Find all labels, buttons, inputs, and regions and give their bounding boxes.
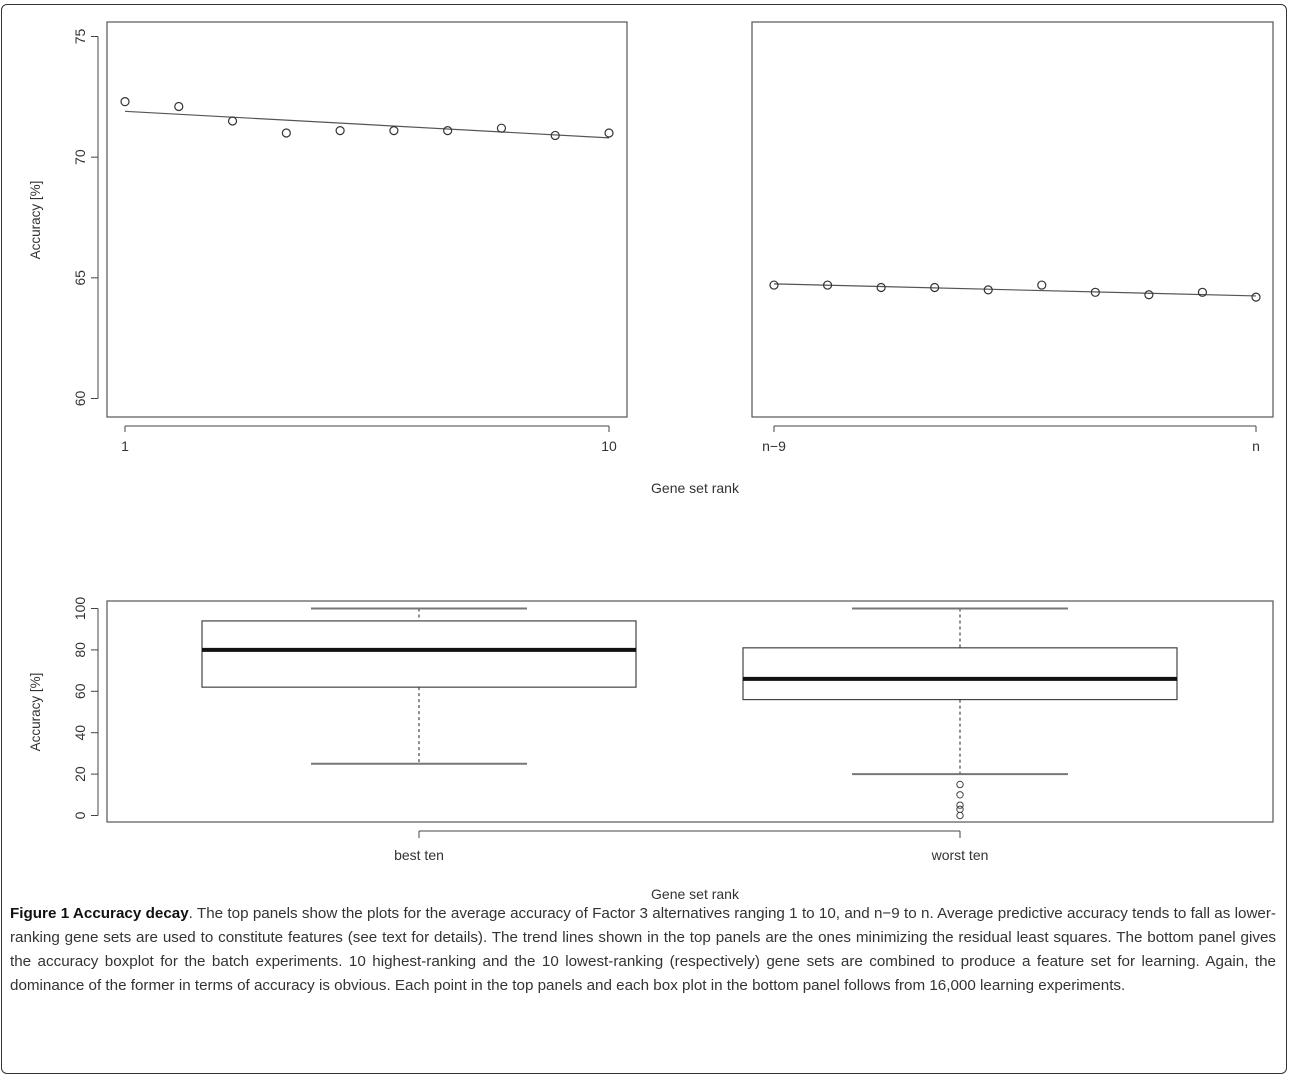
p3-x-tick-label: worst ten (931, 847, 989, 863)
box-outlier (956, 801, 964, 809)
p2-data-point (930, 282, 940, 293)
p1-data-point (174, 101, 184, 112)
p2-data-point (1144, 290, 1154, 300)
box-iqr (201, 620, 637, 688)
p2-data-point (983, 285, 993, 295)
panel-bottom-marks (201, 607, 1178, 820)
p2-data-point (1037, 280, 1047, 290)
box-iqr (742, 647, 1178, 701)
figure-svg: 60 65 70 75 1 10 Accuracy [%] n−9 n Gene set … (28, 21, 1274, 900)
top-x-axis-label: Gene set rank (651, 480, 740, 496)
p2-x-tick-label: n (1252, 438, 1260, 454)
p1-data-point (281, 128, 291, 138)
p1-data-point (443, 126, 453, 136)
p3-y-tick-label: 40 (72, 725, 88, 741)
box-outlier (956, 780, 964, 789)
panel-bottom-y-axis-label: Accuracy [%] (28, 673, 43, 752)
box-outlier (956, 791, 964, 799)
p2-trend-line (773, 283, 1257, 297)
p1-data-point (227, 116, 238, 126)
caption-text: . The top panels show the plots for the … (10, 905, 1276, 994)
p1-data-point (550, 130, 560, 141)
panel-top-left-frame (106, 21, 628, 418)
p1-x-tick-label: 10 (601, 438, 617, 454)
p1-data-point (120, 97, 130, 107)
p1-y-tick-label: 60 (72, 391, 88, 407)
panel-top-left-y-axis: 60 65 70 75 (72, 29, 99, 407)
p3-y-tick-label: 100 (72, 597, 88, 621)
p1-y-tick-label: 75 (72, 29, 88, 45)
p2-data-point (1197, 287, 1208, 297)
p1-data-point (604, 128, 614, 138)
panel-top-left-x-axis: 1 10 (121, 425, 617, 454)
panel-bottom-y-axis: 0 20 40 60 80 100 (72, 597, 99, 819)
panel-bottom-x-axis-label: Gene set rank (651, 886, 740, 900)
p3-y-tick-label: 80 (72, 642, 88, 658)
panel-bottom-boxplot: 0 20 40 60 80 100 best ten worst ten Accuracy … (28, 597, 1274, 900)
p2-data-point (876, 282, 886, 293)
p3-y-tick-label: 0 (72, 811, 88, 819)
panel-top-left: 60 65 70 75 1 10 Accuracy [%] (28, 21, 628, 454)
p1-trend-line (124, 110, 610, 139)
p1-data-point (335, 126, 345, 136)
box-outlier (956, 805, 964, 813)
p2-data-point (769, 280, 779, 290)
p1-y-tick-label: 70 (72, 149, 88, 165)
panel-top-right: n−9 n (751, 21, 1274, 454)
p1-y-tick-label: 65 (72, 270, 88, 286)
p1-data-point (496, 123, 507, 133)
p3-y-tick-label: 20 (72, 766, 88, 782)
figure-caption: Figure 1 Accuracy decay. The top panels … (10, 902, 1276, 998)
panel-bottom-frame (106, 600, 1274, 823)
figure-frame (1, 4, 1287, 1074)
panel-top-left-marks (120, 97, 614, 141)
p3-y-tick-label: 60 (72, 683, 88, 699)
p2-data-point (822, 280, 833, 290)
p1-x-tick-label: 1 (121, 438, 129, 454)
panel-top-left-y-axis-label: Accuracy [%] (28, 181, 43, 260)
p1-data-point (389, 126, 399, 136)
panel-bottom-x-axis: best ten worst ten (394, 830, 989, 863)
p2-data-point (1251, 292, 1261, 302)
p2-data-point (1090, 287, 1100, 297)
panel-top-right-marks (769, 280, 1261, 302)
box-outlier (956, 811, 964, 820)
caption-title: Figure 1 Accuracy decay (10, 905, 189, 922)
panel-top-right-frame (751, 21, 1274, 418)
panel-top-right-x-axis: n−9 n (762, 425, 1260, 454)
p3-x-tick-label: best ten (394, 847, 444, 863)
p2-x-tick-label: n−9 (762, 438, 786, 454)
